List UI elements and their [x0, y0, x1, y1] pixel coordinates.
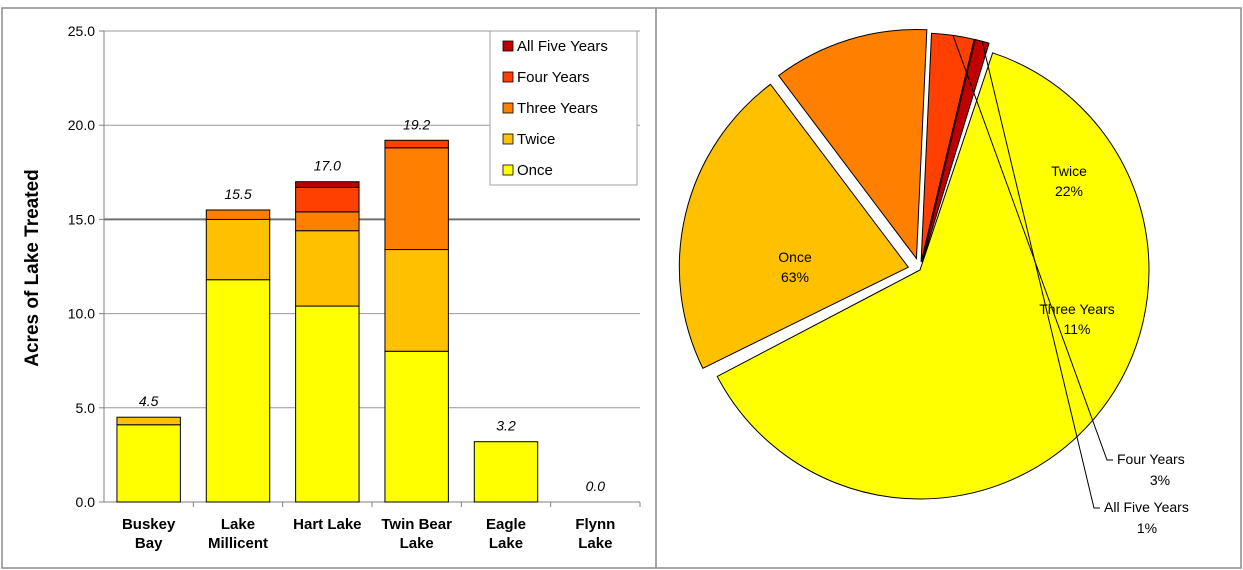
- bar-total-label: 4.5: [139, 393, 159, 409]
- pie-label-percent: 3%: [1150, 472, 1170, 488]
- y-axis-label: Acres of Lake Treated: [22, 169, 43, 366]
- bar-segment-once: [205, 279, 271, 503]
- pie-slice-once: [716, 52, 1150, 500]
- figure-border: [1, 7, 1242, 569]
- bar-segment-twice: [295, 230, 360, 307]
- bar-segment-four-years: [295, 186, 360, 213]
- pie-chart: Once 63% Twice 22% Three Years 11% Four Years 3…: [678, 29, 1189, 536]
- legend-label-four-years: Four Years: [517, 69, 590, 86]
- bar-total-label: 0.0: [586, 478, 606, 494]
- y-tick-label: 20.0: [68, 117, 95, 133]
- pie-label-percent: 11%: [1064, 321, 1091, 337]
- bar-marks: [116, 139, 539, 503]
- x-category-label: Lake Millicent: [208, 516, 268, 552]
- pie-leader-line: [952, 35, 1113, 461]
- bar-segment-three-years: [295, 211, 360, 232]
- bar-total-label: 19.2: [403, 116, 430, 132]
- bar-labels: 0.0 5.0 10.0 15.0 20.0 25.0 4.5 Buskey Bay 15.5 La…: [68, 23, 616, 552]
- legend-swatch-once: [502, 164, 514, 176]
- bar-segment-twice: [384, 249, 449, 352]
- bar-segment-three-years: [205, 209, 271, 220]
- legend-box: [489, 30, 638, 186]
- bar-segment-three-years: [384, 147, 449, 251]
- legend-label-twice: Twice: [517, 131, 555, 148]
- bar-segment-twice: [205, 218, 271, 281]
- legend: All Five Years Four Years Three Years Twice…: [489, 30, 638, 186]
- pie-label-name: All Five Years: [1104, 499, 1189, 515]
- pie-label-name: Twice: [1051, 163, 1087, 179]
- x-category-label: Hart Lake: [293, 516, 361, 533]
- pie-label-name: Four Years: [1117, 451, 1185, 467]
- bar-chart: Acres of Lake Treated 0.0 5.0 10.0 15.0 20.0…: [22, 23, 641, 552]
- legend-swatch-twice: [502, 133, 514, 145]
- pie-label-percent: 1%: [1137, 520, 1157, 536]
- pie-label-name: Three Years: [1039, 301, 1115, 317]
- bar-segment-four-years: [384, 139, 449, 149]
- pie-leader-line: [981, 41, 1100, 509]
- pie-slice-twice: [678, 83, 910, 369]
- x-category-label: Flynn Lake: [575, 516, 615, 552]
- legend-label-all-five-years: All Five Years: [517, 38, 608, 55]
- bar-segment-twice: [116, 416, 181, 426]
- bar-segment-once: [116, 424, 181, 503]
- x-category-label: Eagle Lake: [486, 516, 526, 552]
- y-tick-label: 15.0: [68, 211, 95, 227]
- bar-total-label: 15.5: [224, 186, 251, 202]
- pie-slice-three-years: [777, 29, 928, 260]
- legend-swatch-three-years: [502, 102, 514, 114]
- x-category-label: Buskey Bay: [122, 516, 176, 552]
- y-tick-label: 25.0: [68, 23, 95, 39]
- bar-segment-all-five-years: [295, 181, 360, 188]
- legend-label-three-years: Three Years: [517, 100, 598, 117]
- pie-label-percent: 63%: [781, 269, 809, 285]
- bar-segment-once: [295, 305, 360, 503]
- bar-total-label: 17.0: [314, 158, 341, 174]
- pie-labels: Once 63% Twice 22% Three Years 11% Four Years 3…: [778, 35, 1189, 536]
- legend-label-once: Once: [517, 162, 553, 179]
- pie-slices: [678, 29, 1150, 500]
- x-category-label: Twin Bear Lake: [381, 516, 452, 552]
- bar-segment-once: [384, 350, 449, 503]
- legend-swatch-four-years: [502, 71, 514, 83]
- legend-swatch-all-five-years: [502, 40, 514, 52]
- y-tick-label: 5.0: [76, 400, 96, 416]
- y-tick-label: 10.0: [68, 306, 95, 322]
- pie-label-name: Once: [778, 249, 812, 265]
- bar-segment-once: [473, 441, 539, 503]
- y-tick-label: 0.0: [76, 494, 96, 510]
- pie-label-percent: 22%: [1055, 183, 1083, 199]
- bar-total-label: 3.2: [496, 418, 516, 434]
